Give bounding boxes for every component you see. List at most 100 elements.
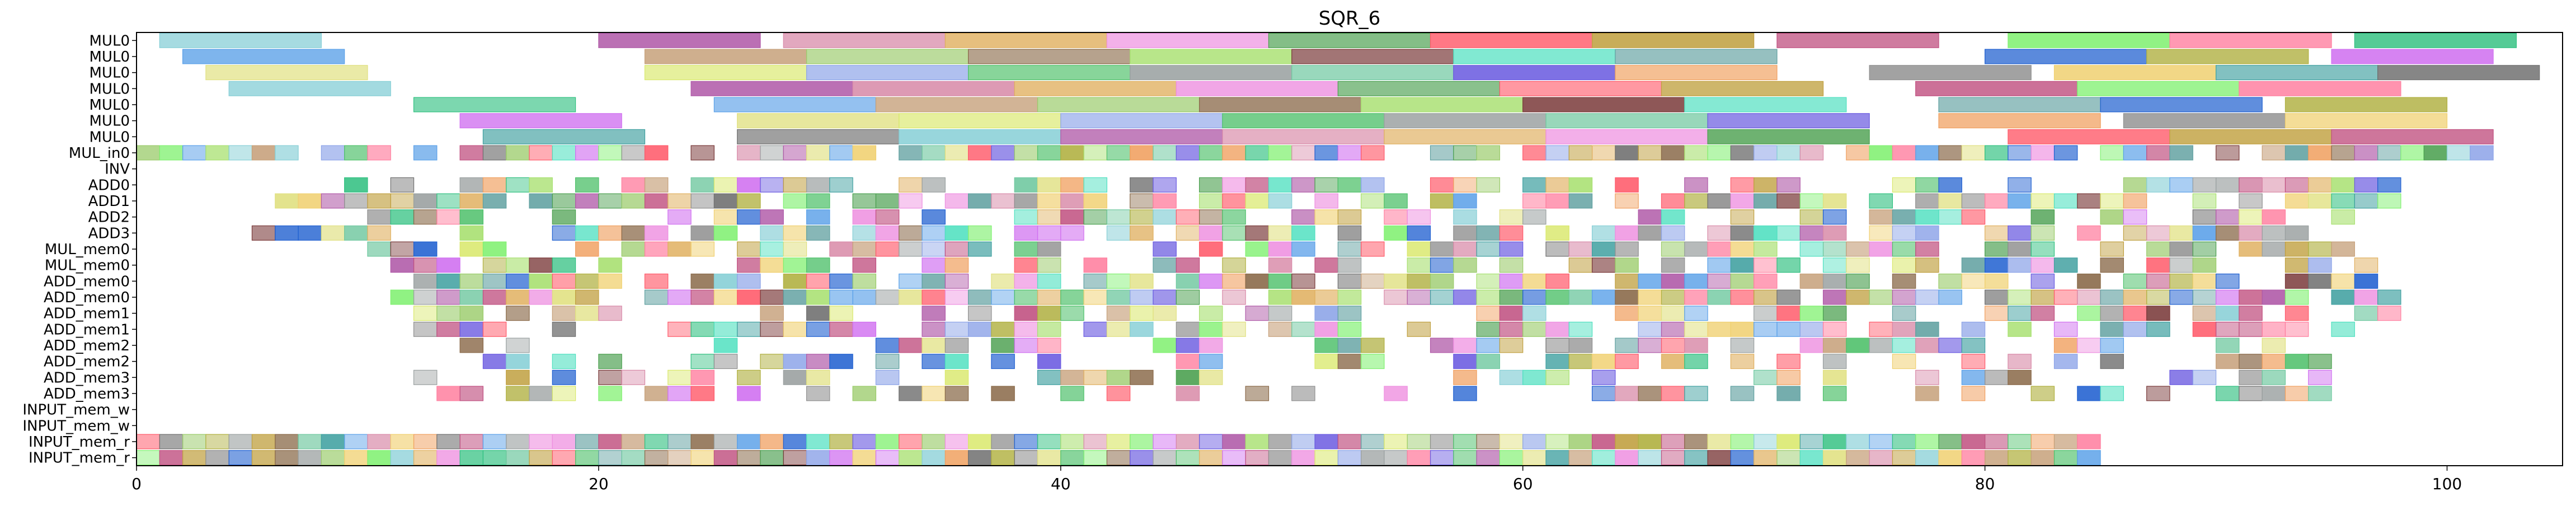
- task-bar: [1337, 450, 1362, 466]
- task-bar: [1615, 225, 1639, 241]
- task-bar: [1754, 289, 1778, 305]
- task-bar: [1361, 434, 1385, 449]
- task-bar: [1707, 257, 1731, 273]
- task-bar: [713, 434, 738, 449]
- task-bar: [1545, 113, 1708, 129]
- task-bar: [1245, 434, 1270, 449]
- task-bar: [1407, 434, 1431, 449]
- task-bar: [2077, 193, 2101, 209]
- task-bar: [506, 434, 530, 449]
- task-bar: [1730, 209, 1755, 225]
- task-bar: [1083, 321, 1107, 337]
- task-bar: [2239, 289, 2263, 305]
- task-bar: [413, 321, 438, 337]
- task-bar: [228, 145, 253, 161]
- task-bar: [1153, 209, 1177, 225]
- task-bar: [1846, 241, 1870, 257]
- task-bar: [2354, 145, 2378, 161]
- task-bar: [1337, 354, 1362, 369]
- task-bar: [2030, 434, 2055, 449]
- task-bar: [1361, 241, 1385, 257]
- task-bar: [852, 450, 877, 466]
- task-bar: [2192, 273, 2217, 289]
- task-bar: [1361, 273, 1385, 289]
- task-bar: [1106, 434, 1131, 449]
- task-bar: [1083, 289, 1107, 305]
- task-bar: [1776, 177, 1801, 193]
- task-bar: [1337, 241, 1362, 257]
- task-bar: [413, 306, 438, 321]
- task-bar: [644, 65, 807, 81]
- task-bar: [2123, 306, 2147, 321]
- task-bar: [1268, 177, 1292, 193]
- task-bar: [1638, 289, 1662, 305]
- task-bar: [1268, 32, 1431, 48]
- task-bar: [1014, 273, 1038, 289]
- task-bar: [2423, 145, 2448, 161]
- task-bar: [436, 273, 460, 289]
- task-bar: [2239, 306, 2263, 321]
- task-bar: [737, 257, 761, 273]
- y-tick-label: MUL0: [90, 81, 130, 97]
- task-bar: [529, 257, 553, 273]
- task-bar: [1522, 369, 1546, 385]
- task-bar: [2008, 177, 2032, 193]
- task-bar: [1337, 81, 1501, 96]
- task-bar: [529, 193, 553, 209]
- task-bar: [1592, 241, 1616, 257]
- task-bar: [1822, 434, 1847, 449]
- task-bar: [783, 434, 807, 449]
- task-bar: [968, 289, 992, 305]
- task-bar: [552, 273, 576, 289]
- task-bar: [968, 225, 992, 241]
- task-bar: [2354, 289, 2378, 305]
- task-bar: [2377, 177, 2401, 193]
- task-bar: [1545, 450, 1569, 466]
- task-bar: [667, 434, 692, 449]
- task-bar: [1684, 354, 1708, 369]
- task-bar: [2377, 145, 2401, 161]
- task-bar: [1014, 450, 1038, 466]
- task-bar: [1707, 225, 1731, 241]
- task-bar: [1361, 354, 1385, 369]
- task-bar: [1568, 354, 1593, 369]
- task-bar: [1222, 289, 1246, 305]
- task-bar: [1545, 129, 1708, 144]
- task-bar: [2354, 193, 2378, 209]
- task-bar: [2192, 369, 2217, 385]
- task-bar: [1615, 354, 1639, 369]
- task-bar: [506, 450, 530, 466]
- task-bar: [2123, 321, 2147, 337]
- task-bar: [2308, 354, 2332, 369]
- task-bar: [1130, 450, 1154, 466]
- task-bar: [1060, 193, 1084, 209]
- task-bar: [1337, 289, 1362, 305]
- task-bar: [298, 434, 322, 449]
- bars-layer: [136, 32, 2540, 466]
- task-bar: [1083, 177, 1107, 193]
- task-bar: [1985, 225, 2009, 241]
- task-bar: [1453, 369, 1477, 385]
- task-bar: [1638, 434, 1662, 449]
- task-bar: [737, 177, 761, 193]
- task-bar: [1638, 306, 1662, 321]
- task-bar: [1822, 209, 1847, 225]
- task-bar: [321, 450, 345, 466]
- task-bar: [806, 434, 830, 449]
- task-bar: [944, 386, 969, 401]
- task-bar: [1037, 289, 1061, 305]
- task-bar: [506, 306, 530, 321]
- task-bar: [598, 273, 622, 289]
- task-bar: [1476, 145, 1501, 161]
- task-bar: [2077, 273, 2101, 289]
- task-bar: [1754, 321, 1778, 337]
- task-bar: [1915, 321, 1939, 337]
- task-bar: [2284, 225, 2309, 241]
- task-bar: [1707, 273, 1731, 289]
- task-bar: [899, 434, 923, 449]
- task-bar: [1268, 434, 1292, 449]
- task-bar: [529, 177, 553, 193]
- y-tick-label: MUL_in0: [69, 145, 130, 162]
- task-bar: [991, 321, 1015, 337]
- task-bar: [1822, 369, 1847, 385]
